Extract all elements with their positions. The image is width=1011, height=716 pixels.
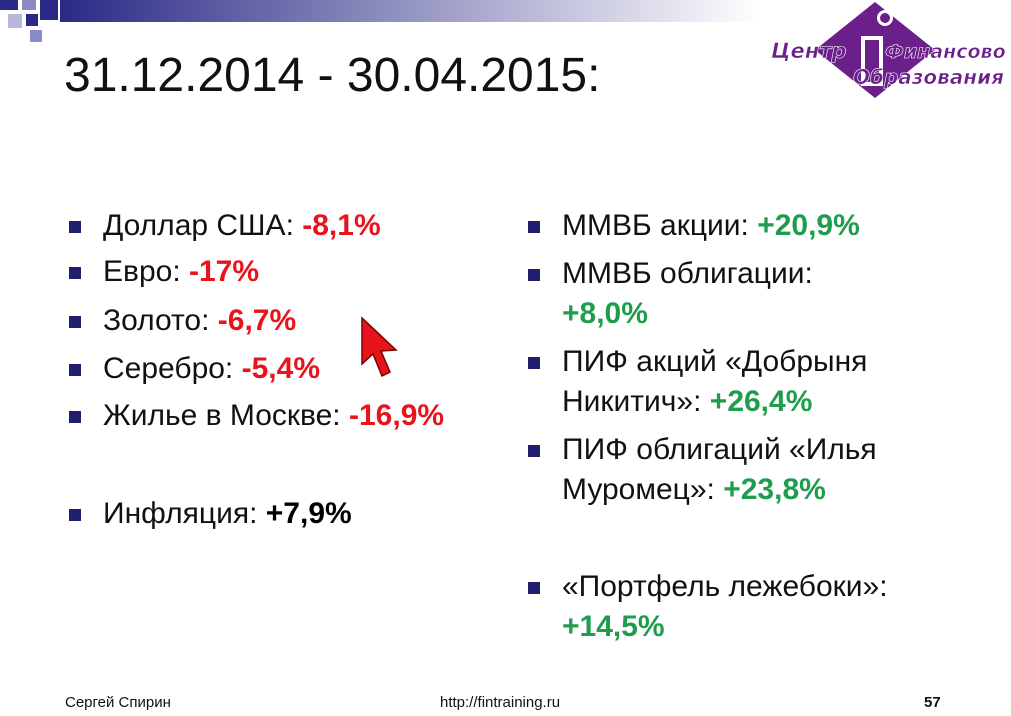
list-item: ММВБ акции: +20,9% [528,206,942,246]
item-label: Жилье в Москве: [103,399,341,432]
item-label: Инфляция: [103,497,258,530]
item-value: -5,4% [241,352,320,385]
item-value: +26,4% [709,385,813,418]
logo-line: Образования [853,65,1004,89]
list-item: Золото: -6,7% [69,301,297,341]
item-label: Золото: [103,304,210,337]
list-item: Доллар США: -8,1% [69,206,381,246]
item-value: -8,1% [302,209,381,242]
item-value: -16,9% [349,399,445,432]
item-label: Евро: [103,255,181,288]
item-label: ММВБ облигации: [562,257,813,290]
item-value: +8,0% [562,297,648,330]
item-value: +23,8% [723,473,826,506]
slide-title: 31.12.2014 - 30.04.2015: [64,49,601,102]
list-item: Евро: -17% [69,252,260,292]
item-value: -6,7% [217,304,297,337]
footer-author: Сергей Спирин [65,694,171,711]
item-value: +7,9% [265,497,352,530]
list-item: Инфляция: +7,9% [69,494,352,534]
item-label: «Портфель лежебоки»: [562,570,888,603]
item-label: Доллар США: [103,209,294,242]
item-value: -17% [189,255,260,288]
logo-line: Центр [771,39,846,63]
item-label: ПИФ облигаций «Илья Муромец»: [562,433,877,506]
item-label: ПИФ акций «Добрыня Никитич»: [562,345,868,418]
item-label: ММВБ акции: [562,209,749,242]
mouse-cursor [361,316,398,378]
list-item: Серебро: -5,4% [69,349,320,389]
item-label: Серебро: [103,352,234,385]
logo-line: Финансового [885,41,1005,63]
list-item: «Портфель лежебоки»: +14,5% [528,567,942,647]
item-value: +20,9% [757,209,860,242]
logo: Центр Финансового Образования [771,2,1005,98]
footer-url: http://fintraining.ru [440,694,561,711]
list-item: Жилье в Москве: -16,9% [69,396,445,436]
list-item: ПИФ облигаций «Илья Муромец»: +23,8% [528,430,942,510]
list-item: ММВБ облигации: +8,0% [528,254,942,334]
item-value: +14,5% [562,610,665,643]
list-item: ПИФ акций «Добрыня Никитич»: +26,4% [528,342,942,422]
page-number: 57 [924,694,941,711]
top-decoration [0,0,760,42]
